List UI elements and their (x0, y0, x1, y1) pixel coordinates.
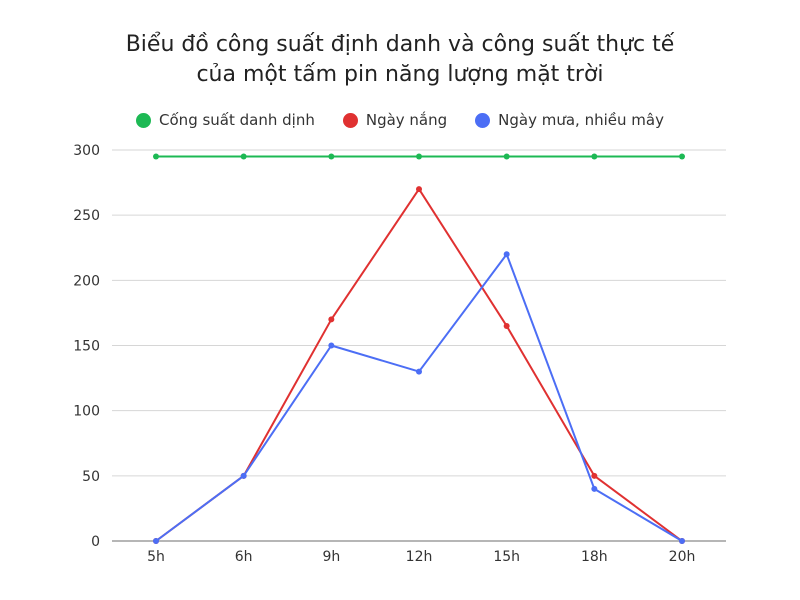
chart-legend: Cống suất danh dịnh Ngày nắng Ngày mưa, … (0, 111, 800, 129)
legend-dot-icon (136, 112, 152, 128)
chart-title: Biểu đồ công suất định danh và công suất… (0, 30, 800, 90)
legend-label: Ngày nắng (365, 111, 448, 129)
data-point[interactable] (240, 153, 247, 160)
y-tick-label: 50 (82, 469, 100, 485)
legend-dot-icon (475, 112, 491, 128)
y-tick-label: 250 (73, 208, 100, 224)
x-tick-label: 5h (147, 549, 165, 565)
x-tick-label: 20h (669, 549, 696, 565)
x-tick-label: 6h (235, 549, 253, 565)
data-point[interactable] (416, 368, 422, 375)
series-line (155, 253, 683, 542)
legend-label: Cống suất danh dịnh (159, 111, 315, 129)
x-tick-label: 18h (581, 549, 608, 565)
x-tick-label: 15h (493, 549, 520, 565)
x-tick-label: 9h (322, 549, 340, 565)
data-point[interactable] (328, 342, 335, 349)
data-point[interactable] (591, 472, 598, 479)
legend-item-sunny[interactable]: Ngày nắng (342, 111, 448, 129)
data-point[interactable] (503, 322, 510, 329)
data-point[interactable] (328, 153, 335, 160)
legend-dot-icon (342, 112, 358, 128)
data-point[interactable] (416, 186, 422, 193)
y-tick-label: 200 (73, 273, 100, 289)
legend-item-nominal[interactable]: Cống suất danh dịnh (136, 111, 315, 129)
chart-title-line2: của một tấm pin năng lượng mặt trời (196, 62, 604, 87)
x-tick-label: 12h (406, 549, 433, 565)
data-point[interactable] (503, 153, 510, 160)
data-point[interactable] (503, 251, 510, 258)
data-point[interactable] (679, 153, 685, 160)
data-point[interactable] (153, 153, 159, 160)
series-line (155, 188, 683, 542)
data-point[interactable] (153, 538, 159, 544)
data-point[interactable] (591, 153, 598, 160)
data-point[interactable] (328, 316, 335, 323)
legend-label: Ngày mưa, nhiều mây (498, 111, 664, 129)
legend-item-cloudy[interactable]: Ngày mưa, nhiều mây (475, 111, 664, 129)
chart-title-line1: Biểu đồ công suất định danh và công suất… (125, 32, 675, 57)
y-tick-label: 150 (73, 339, 100, 355)
data-point[interactable] (591, 485, 598, 492)
data-point[interactable] (679, 538, 685, 544)
y-tick-label: 300 (73, 143, 100, 159)
data-point[interactable] (240, 472, 247, 479)
y-tick-label: 0 (91, 534, 100, 550)
data-point[interactable] (416, 153, 422, 160)
y-tick-label: 100 (73, 404, 100, 420)
